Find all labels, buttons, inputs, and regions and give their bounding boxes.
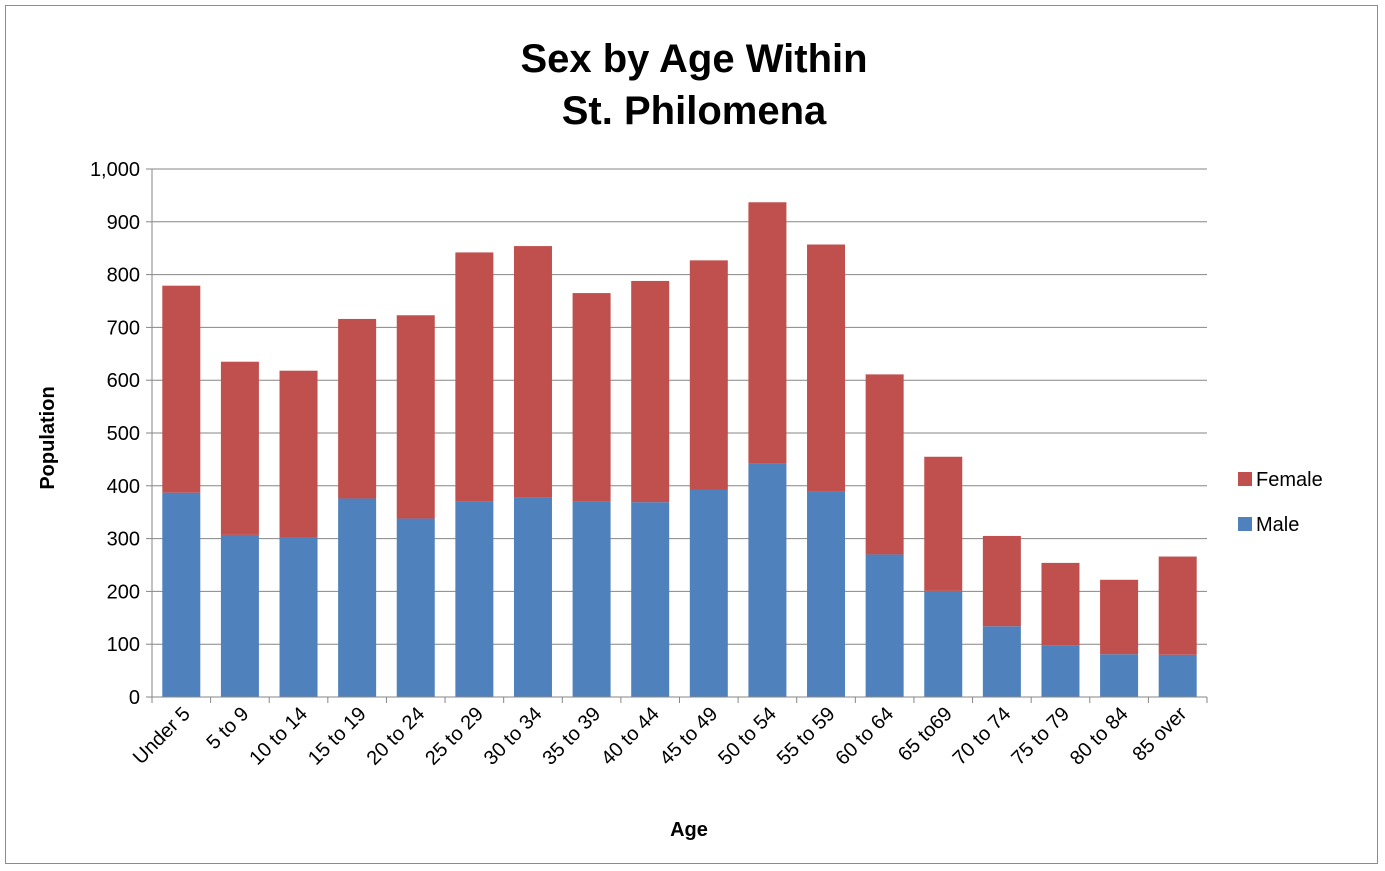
legend-swatch-female	[1238, 472, 1252, 486]
bar-female-17	[1158, 556, 1197, 655]
x-tick-label: 55 to 59	[773, 703, 840, 770]
bar-male-14	[982, 626, 1021, 697]
bar-female-13	[924, 456, 963, 591]
bar-male-13	[924, 590, 963, 697]
x-tick-label: 85 over	[1128, 703, 1191, 766]
bar-female-15	[1041, 562, 1080, 646]
y-tick-labels: 0 100 200 300 400 500 600 700 800 900 1,000	[90, 159, 140, 709]
legend: Female Male	[1238, 469, 1323, 536]
legend-swatch-male	[1238, 517, 1252, 531]
legend-label-male: Male	[1256, 514, 1299, 536]
x-tick-label: 45 to 49	[656, 703, 723, 770]
y-tick-label: 600	[107, 370, 140, 392]
chart-title: Sex by Age Within St. Philomena	[520, 37, 867, 133]
bar-male-2	[279, 537, 318, 697]
bar-male-17	[1158, 654, 1197, 697]
bar-female-16	[1100, 579, 1139, 655]
x-tick-label: 50 to 54	[714, 703, 781, 770]
bar-female-7	[572, 293, 611, 502]
x-tick-label: 70 to 74	[949, 703, 1016, 770]
bar-male-9	[689, 489, 728, 697]
bar-female-2	[279, 370, 318, 538]
bar-male-10	[748, 463, 787, 697]
y-tick-label: 400	[107, 476, 140, 498]
chart-frame: Sex by Age Within St. Philomena 0 100 200 3…	[5, 5, 1378, 864]
y-tick-label: 700	[107, 317, 140, 339]
chart-title-line-2: St. Philomena	[562, 89, 827, 133]
bar-female-5	[455, 252, 494, 502]
bar-male-7	[572, 501, 611, 697]
x-tick-label: 30 to 34	[480, 703, 547, 770]
x-tick-label: Under 5	[129, 703, 195, 769]
x-tick-label: 40 to 44	[597, 703, 664, 770]
x-tick-label: 25 to 29	[421, 703, 488, 770]
gridlines	[146, 168, 1207, 698]
bar-female-0	[162, 285, 201, 493]
bar-male-3	[338, 498, 377, 697]
y-axis-title: Population	[37, 386, 59, 489]
bar-male-8	[631, 502, 670, 697]
y-tick-label: 800	[107, 265, 140, 287]
x-tick-label: 65 to69	[894, 703, 957, 766]
bar-male-12	[865, 554, 904, 697]
x-axis-title: Age	[670, 819, 708, 841]
y-tick-label: 200	[107, 581, 140, 603]
bar-female-1	[220, 361, 259, 535]
x-tick-label: 80 to 84	[1066, 703, 1133, 770]
x-tick-label: 5 to 9	[203, 703, 254, 754]
bar-female-10	[748, 202, 787, 464]
y-tick-label: 900	[107, 212, 140, 234]
x-tick-label: 20 to 24	[363, 703, 430, 770]
legend-label-female: Female	[1256, 469, 1323, 491]
y-tick-label: 1,000	[90, 159, 140, 181]
chart-title-line-1: Sex by Age Within	[520, 37, 867, 81]
bars	[162, 202, 1197, 697]
bar-female-8	[631, 280, 670, 503]
bar-male-0	[162, 492, 201, 697]
bar-male-4	[396, 518, 435, 697]
x-tick-label: 35 to 39	[538, 703, 605, 770]
bar-female-6	[513, 246, 552, 498]
bar-female-3	[338, 318, 377, 499]
x-tick-label: 60 to 64	[831, 703, 898, 770]
bar-male-6	[513, 497, 552, 697]
bar-female-14	[982, 535, 1021, 627]
x-tick-label: 75 to 79	[1007, 703, 1074, 770]
bar-male-15	[1041, 645, 1080, 697]
y-tick-label: 300	[107, 529, 140, 551]
x-tick-label: 15 to 19	[304, 703, 371, 770]
bar-male-16	[1100, 654, 1139, 697]
bar-female-11	[807, 244, 846, 492]
bar-female-9	[689, 260, 728, 490]
y-tick-label: 500	[107, 423, 140, 445]
x-tick-label: 10 to 14	[245, 703, 312, 770]
bar-female-12	[865, 374, 904, 555]
bar-male-5	[455, 501, 494, 697]
bar-male-1	[220, 534, 259, 697]
axes	[151, 169, 1208, 703]
bar-female-4	[396, 315, 435, 519]
y-tick-label: 100	[107, 634, 140, 656]
chart-svg: Sex by Age Within St. Philomena 0 100 200 3…	[37, 37, 1323, 841]
y-tick-label: 0	[129, 687, 140, 709]
bar-male-11	[807, 491, 846, 697]
